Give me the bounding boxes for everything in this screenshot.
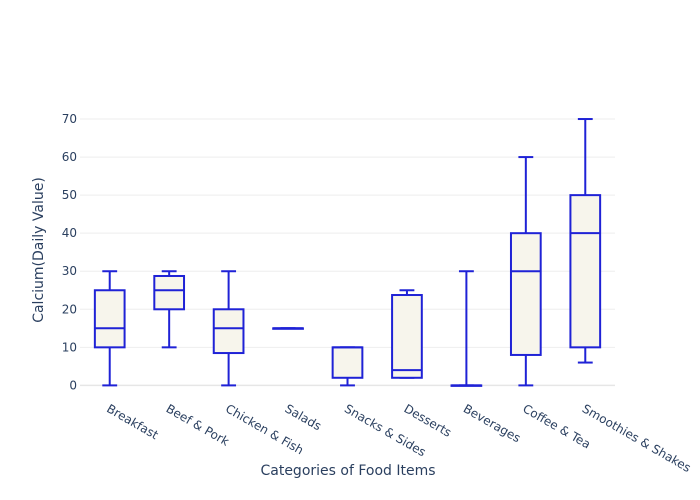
y-axis-ticks: 0 10 20 30 40 50 60 70 — [62, 112, 77, 392]
box-4 — [272, 327, 304, 330]
y-tick-label-0: 0 — [69, 378, 77, 392]
y-tick-label-30: 30 — [62, 264, 77, 278]
x-tick-label-9: Smoothies & Shakes — [580, 401, 694, 475]
y-tick-label-70: 70 — [62, 112, 77, 126]
y-tick-label-60: 60 — [62, 150, 77, 164]
x-tick-label-2: Beef & Pork — [164, 401, 232, 448]
box-3 — [212, 270, 245, 387]
x-axis-title: Categories of Food Items — [260, 463, 435, 479]
box-iqr — [569, 194, 602, 349]
box-5 — [331, 346, 364, 387]
box-iqr — [212, 308, 245, 355]
box-iqr — [331, 346, 364, 379]
box-9 — [569, 118, 602, 364]
x-tick-label-1: Breakfast — [104, 401, 161, 442]
y-tick-label-50: 50 — [62, 188, 77, 202]
y-tick-label-40: 40 — [62, 226, 77, 240]
box-8 — [509, 156, 542, 387]
y-tick-label-10: 10 — [62, 340, 77, 354]
boxes — [93, 118, 602, 387]
box-6 — [391, 289, 423, 379]
box-iqr — [391, 294, 423, 379]
y-tick-label-20: 20 — [62, 302, 77, 316]
x-tick-label-4: Salads — [283, 401, 324, 433]
box-iqr — [93, 289, 126, 349]
box-1 — [93, 270, 126, 387]
x-tick-label-7: Beverages — [461, 401, 523, 445]
box-iqr — [509, 232, 542, 356]
y-axis-title: Calcium(Daily Value) — [31, 177, 47, 323]
box-iqr — [153, 274, 186, 311]
box-7 — [450, 270, 483, 387]
box-2 — [153, 270, 186, 349]
x-tick-label-6: Desserts — [401, 401, 453, 439]
